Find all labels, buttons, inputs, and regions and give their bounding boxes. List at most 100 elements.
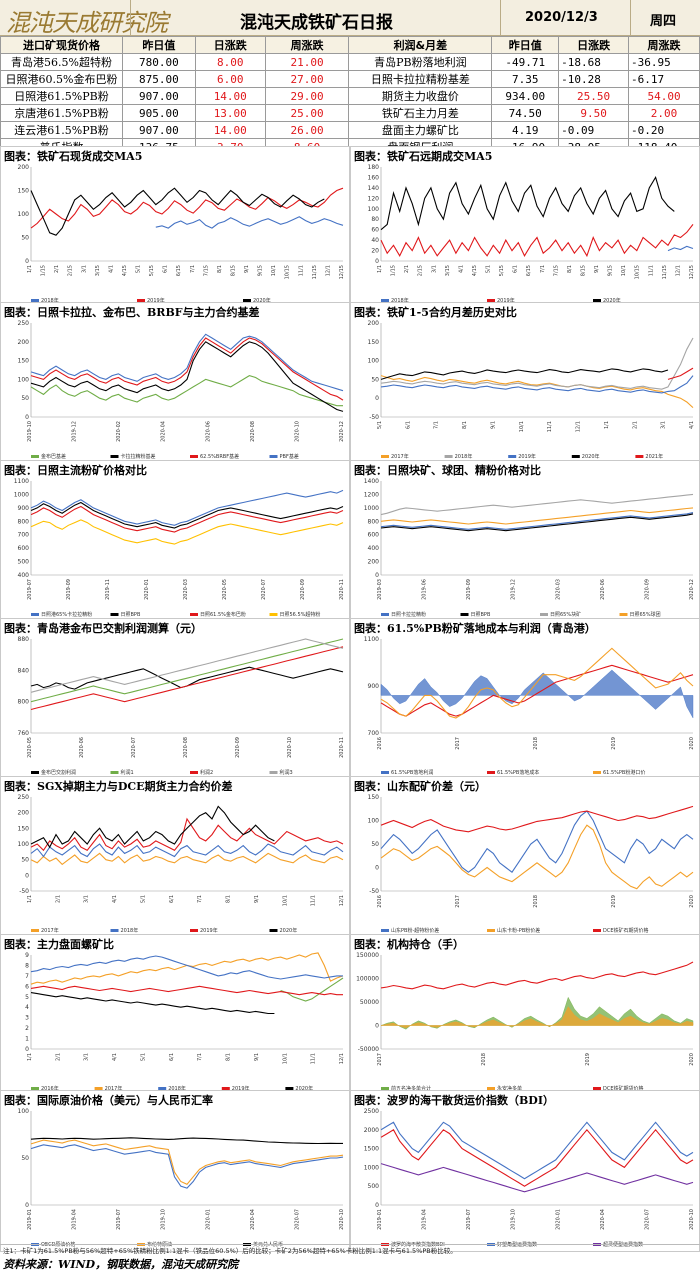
legend-swatch [381, 299, 389, 302]
y-tick-label: 50 [21, 857, 29, 864]
legend-swatch [110, 771, 119, 774]
x-tick-label: 2020-07 [294, 1209, 300, 1230]
legend-label: 卡拉拉精粉基差 [121, 453, 156, 460]
legend-swatch [31, 929, 39, 932]
x-tick-label: 2020-05 [27, 737, 33, 758]
x-tick-label: 2018 [533, 895, 539, 908]
x-tick-label: 10/1 [282, 1053, 288, 1064]
legend-label: 前五名净多单合计 [391, 1085, 431, 1092]
y-tick-label: 9 [25, 952, 29, 959]
y-tick-label: 800 [18, 518, 30, 525]
x-tick-label: 2017 [377, 1053, 383, 1066]
legend-swatch [381, 929, 389, 932]
report-title: 混沌天成铁矿石日报 [240, 13, 393, 33]
legend-label: DCE铁矿期货价格 [603, 1085, 644, 1092]
profit_table-prev-cell: 934.00 [491, 87, 560, 105]
x-tick-label: 5/1 [140, 895, 146, 903]
y-tick-label: 800 [368, 518, 380, 525]
x-tick-label: 1/15 [41, 265, 47, 276]
x-tick-label: 2019-07 [466, 1209, 472, 1230]
y-tick-label: 250 [18, 320, 30, 327]
x-tick-label: 10/1 [271, 265, 277, 276]
x-tick-label: 2019 [585, 1053, 591, 1066]
spot_table-prev-cell: 875.00 [121, 70, 196, 88]
line-series [30, 985, 343, 996]
x-tick-label: 2020-03 [183, 579, 189, 600]
spot_table-prev-cell: 780.00 [121, 53, 196, 71]
legend-swatch [269, 929, 278, 932]
x-tick-label: 2020-05 [222, 579, 228, 600]
y-tick-label: 2 [25, 1025, 29, 1032]
x-tick-label: 2019-04 [72, 1209, 78, 1230]
x-tick-label: 10/1 [621, 265, 627, 276]
x-tick-label: 2017 [455, 895, 461, 908]
x-tick-label: 2020-10 [287, 737, 293, 758]
x-tick-label: 9/15 [608, 265, 614, 276]
y-tick-label: 160 [368, 174, 380, 181]
x-tick-label: 4/1 [108, 265, 114, 273]
x-tick-label: 11/1 [311, 895, 317, 906]
y-tick-label: 2500 [364, 1108, 379, 1115]
x-tick-label: 2020 [689, 737, 695, 750]
chart-title: 图表：铁矿1-5合约月差历史对比 [354, 306, 517, 319]
x-tick-label: 2018 [533, 737, 539, 750]
x-tick-label: 2019-01 [377, 1209, 383, 1230]
x-tick-label: 7/15 [203, 265, 209, 276]
profit_table-day-cell: 25.50 [558, 87, 630, 105]
y-tick-label: 1 [25, 1036, 29, 1043]
chart-title: 图表：国际原油价格（美元）与人民币汇率 [4, 1094, 213, 1107]
legend-label: PBF基差 [280, 453, 299, 460]
line-series [380, 1163, 694, 1193]
x-tick-label: 11/1 [648, 265, 654, 276]
profit_table-day-cell: -0.09 [558, 121, 630, 139]
line-series [380, 375, 694, 394]
x-tick-label: 3/15 [95, 265, 101, 276]
line-series [380, 368, 669, 380]
legend-swatch [94, 1087, 103, 1090]
x-tick-label: 2019-12 [511, 579, 517, 600]
line-series [30, 333, 344, 392]
legend-label: 日照65%球团 [630, 611, 661, 618]
y-tick-label: 200 [18, 339, 30, 346]
legend-label: 2019年 [518, 453, 536, 460]
x-tick-label: 2020-04 [161, 421, 167, 442]
legend-swatch [269, 771, 278, 774]
y-tick-label: 1400 [364, 478, 379, 485]
y-tick-label: 0 [25, 1046, 29, 1053]
y-tick-label: 50 [371, 841, 379, 848]
legend-label: 利润3 [280, 769, 293, 776]
legend-label: 2019年 [232, 1085, 250, 1092]
x-tick-label: 2020-08 [250, 421, 256, 442]
x-tick-label: 2019-01 [27, 1209, 33, 1230]
x-tick-label: 8/1 [567, 265, 573, 273]
y-tick-label: 4 [25, 1004, 29, 1011]
legend-label: DCE铁矿石期货价格 [603, 927, 649, 934]
y-tick-label: 180 [368, 164, 380, 171]
legend-swatch [487, 1087, 495, 1090]
table-row: 连云港61.5%PB粉 907.00 14.00 26.00 盘面主力螺矿比 4.19 -0… [0, 121, 700, 139]
x-tick-label: 11/1 [298, 265, 304, 276]
line-series [380, 961, 694, 990]
x-tick-label: 6/1 [169, 895, 175, 903]
x-tick-label: 3/1 [431, 265, 437, 273]
legend-swatch [137, 299, 145, 302]
profit-header: 周涨跌 [628, 36, 700, 54]
y-tick-label: 0 [25, 872, 29, 879]
x-tick-label: 2020-01 [144, 579, 150, 600]
spot_table-day-cell: 14.00 [194, 121, 266, 139]
legend-label: 2020年 [253, 297, 271, 304]
y-tick-label: 50000 [360, 999, 379, 1006]
x-tick-label: 2019-11 [105, 579, 111, 600]
x-tick-label: 11/15 [312, 265, 318, 279]
x-tick-label: 5/1 [140, 1053, 146, 1061]
y-tick-label: -50 [19, 888, 29, 895]
x-tick-label: 5/1 [377, 421, 383, 429]
legend-swatch [110, 929, 119, 932]
chart-title: 图表：铁矿石远期成交MA5 [354, 150, 493, 163]
legend-label: 2018年 [455, 453, 473, 460]
chart-panel: 图表：61.5%PB粉矿落地成本与利润（青岛港） 1100 900 700 2016 20… [350, 618, 700, 780]
x-tick-label: 1/1 [27, 265, 33, 273]
legend-swatch [110, 455, 119, 458]
chart-title: 图表：波罗的海干散货运价指数（BDI） [354, 1094, 554, 1107]
x-tick-label: 12/1 [675, 265, 681, 276]
